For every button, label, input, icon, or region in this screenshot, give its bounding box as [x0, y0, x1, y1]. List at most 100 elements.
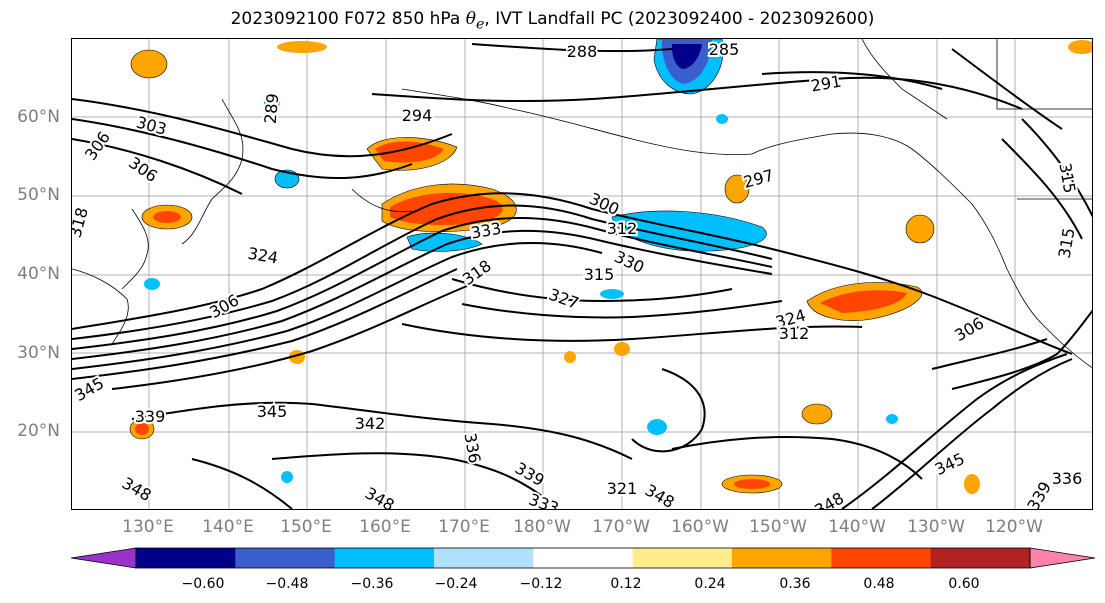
contour-label: 289: [261, 92, 283, 124]
contour-label: 339: [135, 407, 166, 426]
coastlines: [72, 39, 1092, 369]
contour-label-halo: 289: [261, 92, 283, 124]
contour-label: 306: [125, 153, 161, 186]
map-title: 2023092100 F072 850 hPa θe, IVT Landfall…: [0, 9, 1105, 32]
contour-label: 312: [607, 219, 638, 238]
contour-label: 333: [469, 219, 502, 243]
contour-label-halo: 321: [607, 479, 638, 498]
colorbar-extend-max: [1029, 547, 1096, 569]
contour-label: 324: [246, 244, 279, 268]
colorbar-tick-neg048: −0.48: [265, 576, 309, 592]
colorbar-segment: [434, 548, 534, 568]
colorbar: [70, 547, 1096, 569]
lon-label-160e: 160°E: [359, 517, 411, 537]
positive-anomaly-kuroshio: [366, 137, 517, 232]
contour-label: 315: [1055, 226, 1079, 259]
contour-label-halo: 339: [135, 407, 166, 426]
contour-label: 303: [134, 113, 168, 139]
lon-label-130w: 130°W: [907, 517, 965, 537]
contour-label: 348: [362, 483, 398, 510]
colorbar-tick-neg060: −0.60: [181, 576, 225, 592]
colorbar-segment: [632, 548, 733, 568]
colorbar-tick-neg036: −0.36: [350, 576, 394, 592]
contour-label-halo: 315: [1055, 161, 1079, 194]
lat-label-60n: 60°N: [17, 107, 60, 127]
colorbar-tick-012: 0.12: [610, 576, 642, 592]
lon-label-140w: 140°W: [828, 517, 886, 537]
contour-label: 285: [709, 40, 740, 59]
contour-label: 312: [779, 324, 810, 343]
colorbar-tick-036: 0.36: [779, 576, 811, 592]
contour-label: 336: [1052, 469, 1083, 488]
lon-label-150e: 150°E: [280, 517, 332, 537]
contour-label-halo: 312: [607, 219, 638, 238]
colorbar-segment: [235, 548, 336, 568]
lon-label-170e: 170°E: [438, 517, 490, 537]
contour-label-halo: 333: [469, 219, 502, 243]
contour-label: 327: [546, 285, 581, 313]
lon-label-180w: 180°W: [513, 517, 571, 537]
contour-label: 306: [81, 128, 114, 164]
contour-label: 315: [1055, 161, 1079, 194]
lon-label-160w: 160°W: [671, 517, 729, 537]
contour-label: 288: [567, 42, 598, 61]
contour-label-halo: 342: [355, 414, 386, 433]
contour-label: 333: [526, 490, 561, 510]
contour-label: 318: [459, 256, 495, 289]
title-suffix: , IVT Landfall PC (2023092400 - 20230926…: [484, 9, 875, 29]
contour-label: 348: [642, 480, 678, 510]
colorbar-tick-060: 0.60: [948, 576, 980, 592]
colorbar-tick-024: 0.24: [694, 576, 726, 592]
lon-label-170w: 170°W: [592, 517, 650, 537]
positive-anomaly-east-pacific: [806, 282, 923, 321]
lon-label-150w: 150°W: [749, 517, 807, 537]
lat-label-40n: 40°N: [17, 264, 60, 284]
lon-label-120w: 120°W: [985, 517, 1043, 537]
positive-anomaly-small: [129, 40, 1092, 494]
contour-label: 339: [1023, 478, 1055, 510]
colorbar-tick-048: 0.48: [863, 576, 895, 592]
colorbar-tick-neg012: −0.12: [519, 576, 563, 592]
title-prefix: 2023092100 F072 850 hPa: [230, 9, 461, 29]
contour-label: 306: [951, 313, 987, 345]
contour-label-halo: 288: [567, 42, 598, 61]
contour-label-halo: 285: [709, 40, 740, 59]
lat-label-30n: 30°N: [17, 343, 60, 363]
contour-label: 336: [460, 431, 484, 464]
contour-label: 315: [584, 265, 615, 284]
contour-label-halo: 345: [257, 402, 288, 421]
contour-label: 297: [741, 166, 775, 192]
contour-label: 321: [607, 479, 638, 498]
contour-label-halo: 294: [402, 106, 433, 125]
contour-label-halo: 312: [779, 324, 810, 343]
contour-label: 291: [809, 72, 842, 96]
contour-label: 348: [811, 488, 847, 510]
colorbar-segment: [334, 548, 435, 568]
colorbar-segment: [831, 548, 932, 568]
colorbar-segment: [533, 548, 634, 568]
colorbar-extend-min: [70, 547, 137, 569]
lon-label-130e: 130°E: [122, 517, 174, 537]
colorbar-frame: [135, 547, 1031, 569]
colorbar-segment: [136, 548, 236, 568]
contour-label: 330: [611, 247, 647, 277]
contour-label: 345: [257, 402, 288, 421]
colorbar-tick-neg024: −0.24: [434, 576, 478, 592]
colorbar-segment: [732, 548, 832, 568]
contour-label: 342: [355, 414, 386, 433]
map-panel: 288 288 285 285 291 291 294 294 289 289 303 303 306 3…: [71, 38, 1093, 510]
contour-label-halo: 336: [1052, 469, 1083, 488]
lat-label-20n: 20°N: [17, 421, 60, 441]
contour-label-halo: 315: [584, 265, 615, 284]
contour-label: 294: [402, 106, 433, 125]
contour-label: 318: [72, 205, 92, 239]
theta-e-contours: [72, 43, 1092, 509]
shaded-anomalies: [129, 39, 1092, 494]
lat-label-50n: 50°N: [17, 185, 60, 205]
title-subscript: e: [476, 16, 485, 33]
lon-label-140e: 140°E: [202, 517, 254, 537]
colorbar-segment: [930, 548, 1031, 568]
title-theta: θ: [465, 9, 476, 29]
